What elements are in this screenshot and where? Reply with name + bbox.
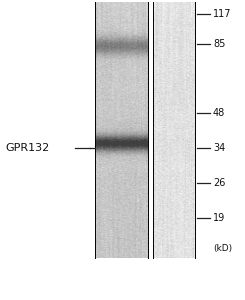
Text: 85: 85 <box>213 39 225 49</box>
Text: 117: 117 <box>213 9 232 19</box>
Text: (kD): (kD) <box>213 244 232 253</box>
Text: 26: 26 <box>213 178 225 188</box>
Text: 19: 19 <box>213 213 225 223</box>
Text: 48: 48 <box>213 108 225 118</box>
Text: GPR132: GPR132 <box>5 143 49 153</box>
Text: 34: 34 <box>213 143 225 153</box>
